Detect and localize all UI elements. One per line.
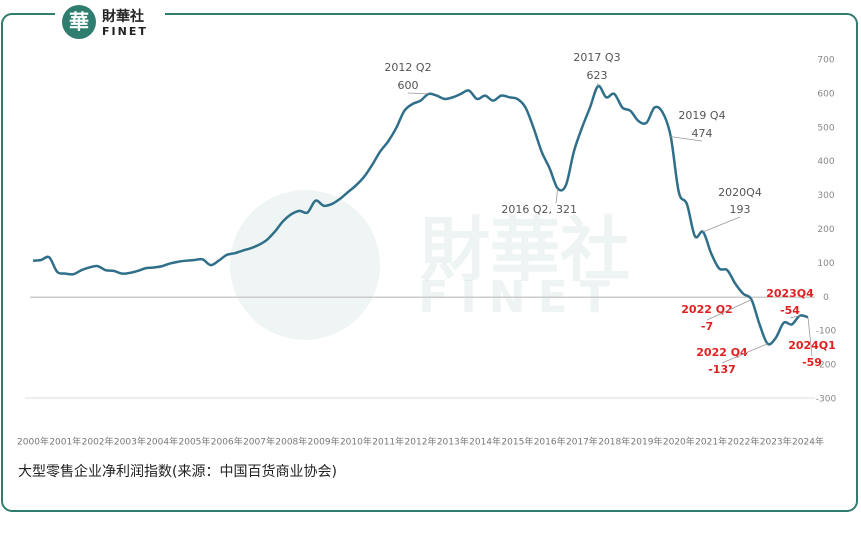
x-tick-label: 2018年: [598, 436, 630, 448]
y-tick-label: 100: [817, 259, 834, 269]
annotation-title: 2022 Q2: [681, 303, 732, 316]
annotation-title: 2017 Q3: [573, 51, 620, 64]
x-tick-label: 2015年: [501, 436, 533, 448]
x-tick-label: 2010年: [340, 436, 372, 448]
x-tick-label: 2016年: [534, 436, 566, 448]
y-tick-label: -100: [816, 327, 837, 337]
leader-line: [706, 299, 752, 321]
leader-line: [807, 317, 813, 357]
annotation-title: 2016 Q2,: [501, 203, 552, 216]
y-tick-label: 600: [817, 89, 834, 99]
x-tick-label: 2008年: [275, 436, 307, 448]
x-tick-label: 2023年: [760, 436, 792, 448]
x-tick-label: 2022年: [727, 436, 759, 448]
x-tick-label: 2001年: [49, 436, 81, 448]
x-tick-label: 2009年: [308, 436, 340, 448]
frame: [1, 13, 858, 512]
leader-line: [721, 343, 768, 364]
watermark-mark: [230, 190, 380, 340]
annotation-title: 2019 Q4: [678, 109, 725, 122]
x-tick-label: 2019年: [631, 436, 663, 448]
y-tick-label: -200: [816, 361, 837, 371]
x-tick-label: 2020年: [663, 436, 695, 448]
caption: 大型零售企业净利润指数(来源：中国百货商业协会): [18, 463, 337, 480]
data-label: 623: [587, 69, 608, 82]
y-tick-label: -300: [816, 395, 837, 405]
logo-glyph: 華: [69, 10, 89, 34]
y-tick-label: 500: [817, 123, 834, 133]
x-tick-label: 2004年: [146, 436, 178, 448]
data-label: -137: [708, 363, 736, 376]
annotation-title: 2012 Q2: [384, 61, 431, 74]
annotation-title: 2022 Q4: [696, 346, 748, 359]
x-tick-label: 2012年: [405, 436, 437, 448]
data-label: 600: [398, 79, 419, 92]
watermark: 財華社: [420, 209, 630, 291]
x-tick-label: 2006年: [211, 436, 243, 448]
x-tick-label: 2000年: [17, 436, 49, 448]
leader-line: [596, 82, 599, 87]
y-tick-label: 700: [817, 56, 834, 66]
y-tick-label: 0: [823, 293, 829, 303]
annotation-title: 2023Q4: [766, 287, 814, 300]
leader-line: [789, 315, 801, 319]
x-tick-label: 2005年: [179, 436, 211, 448]
line: [32, 84, 809, 346]
x-tick-label: 2021年: [695, 436, 727, 448]
annotation-title: 2024Q1: [788, 339, 836, 352]
y-tick-label: 400: [817, 157, 834, 167]
data-label: -59: [802, 356, 822, 369]
annotation-title: 2020Q4: [718, 186, 762, 199]
x-tick-label: 2002年: [82, 436, 114, 448]
x-tick-label: 2003年: [114, 436, 146, 448]
leader-line: [702, 216, 741, 233]
x-tick-label: 2017年: [566, 436, 598, 448]
brand-en: FINET: [102, 25, 148, 38]
y-tick-label: 300: [817, 191, 834, 201]
x-tick-label: 2024年: [792, 436, 824, 448]
leader-line: [407, 92, 429, 95]
logo-mark: [62, 5, 96, 39]
x-tick-label: 2013年: [437, 436, 469, 448]
data-label: -7: [701, 320, 713, 333]
x-tick-label: 2007年: [243, 436, 275, 448]
x-tick-label: 2011年: [372, 436, 404, 448]
x-tick-label: 2014年: [469, 436, 501, 448]
data-label: -54: [780, 304, 800, 317]
leader-line: [670, 136, 703, 142]
brand: 財華社: [101, 8, 144, 25]
data-label: 321: [556, 203, 577, 216]
leader-line: [555, 188, 559, 204]
y-tick-label: 200: [817, 225, 834, 235]
data-label: 193: [730, 203, 751, 216]
data-label: 474: [692, 127, 713, 140]
